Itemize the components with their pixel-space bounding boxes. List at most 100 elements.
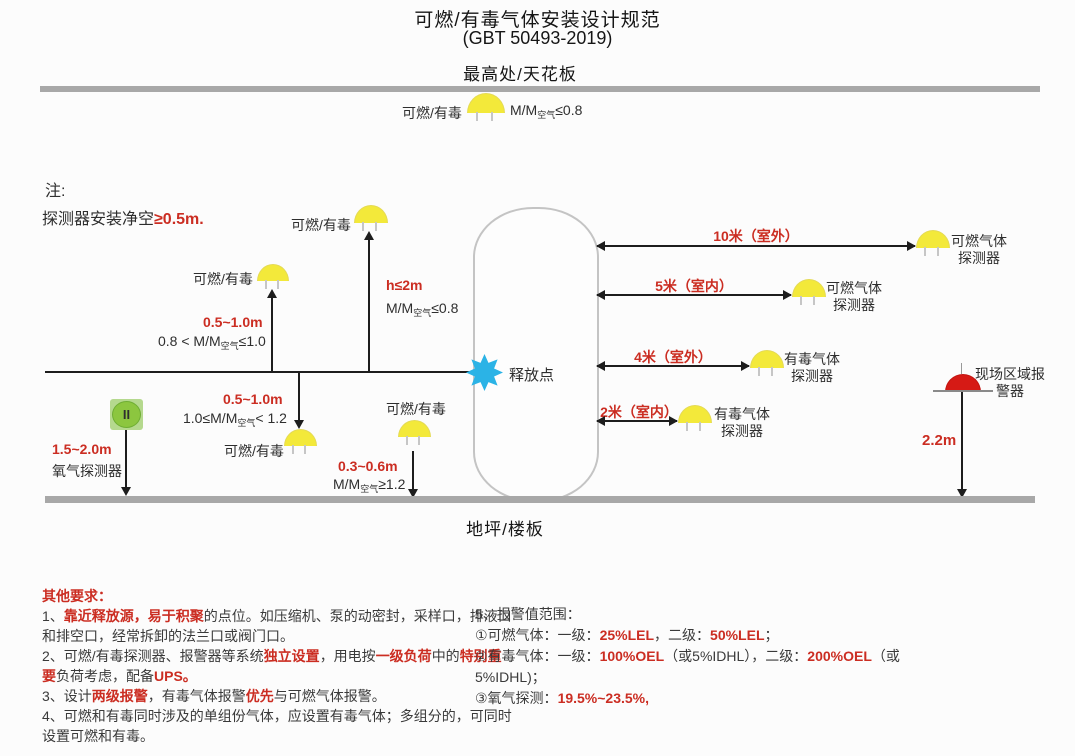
text-segment: 5、报警值范围：: [475, 606, 581, 622]
right-detector-5m-name: 可燃气体 探测器: [822, 280, 886, 314]
alarm-range-line: 5%IDHL)；: [475, 667, 895, 688]
alarm-range-line: 5、报警值范围：: [475, 604, 895, 625]
note-label: 注:: [45, 183, 66, 200]
alarm-base-line: [933, 390, 993, 392]
requirement-line: 1、靠近释放源，易于积聚的点位。如压缩机、泵的动密封，采样口，排液口: [42, 606, 512, 626]
alarm-antenna: [961, 363, 962, 374]
text-segment: 独立设置: [263, 648, 320, 664]
area-alarm-name: 现场区域报 警器: [972, 366, 1048, 400]
release-point-label: 释放点: [509, 367, 555, 384]
ground-bar: [45, 496, 1035, 503]
oxygen-detector-icon: II: [110, 399, 143, 430]
text-segment: 50%LEL: [710, 627, 765, 643]
right-detector-10m: [916, 230, 950, 257]
right-detector-2m-name: 有毒气体 探测器: [710, 406, 774, 440]
detector-name-line1: 可燃气体: [951, 233, 1007, 249]
text-segment: ，用电按: [319, 648, 376, 664]
detector-leg: [800, 296, 802, 305]
text-segment: 19.5%~23.5%,: [557, 690, 650, 706]
requirement-line: 3、设计两级报警，有毒气体报警优先与可燃气体报警。: [42, 686, 472, 706]
distance-5m-arrow: [596, 290, 792, 300]
pipe-line: [45, 371, 473, 373]
gas-detector-dome-icon: [792, 279, 826, 297]
text-segment: 100%OEL: [599, 648, 665, 664]
ceiling-bar: [40, 86, 1040, 92]
alarm-range-line: ③氧气探测：19.5%~23.5%,: [475, 688, 895, 709]
text-segment: UPS。: [154, 668, 197, 684]
formula-sub: 空气: [237, 418, 256, 428]
detector-leg: [771, 367, 773, 376]
mid-high-formula: M/M空气≤0.8: [386, 300, 458, 319]
upper-left-formula: 0.8 < M/M空气≤1.0: [158, 333, 266, 352]
text-segment: ③氧气探测：: [475, 690, 558, 706]
upper-left-distance: 0.5~1.0m: [203, 314, 263, 330]
detector-name-line2: 探测器: [791, 368, 833, 384]
below-pipe-formula: 1.0≤M/M空气< 1.2: [183, 410, 287, 429]
detector-name-line1: 有毒气体: [784, 351, 840, 367]
page-title: 可燃/有毒气体安装设计规范: [414, 10, 661, 31]
alarm-range-line: ①可燃气体：一级：25%LEL，二级：50%LEL；: [475, 625, 895, 646]
text-segment: 特别重: [459, 648, 502, 664]
text-segment: ②有毒气体：一级：: [475, 648, 600, 664]
below-pipe-distance: 0.5~1.0m: [223, 391, 283, 407]
mid-high-distance: h≤2m: [386, 277, 423, 293]
formula-sub: 空气: [537, 110, 556, 120]
detector-leg: [813, 296, 815, 305]
right-detector-2m: [678, 405, 712, 432]
detector-leg: [937, 247, 939, 256]
near-ground-distance: 0.3~0.6m: [338, 458, 398, 474]
note-text-red: ≥0.5m.: [154, 211, 204, 228]
ceiling-detector: [467, 93, 505, 121]
formula-pre: M/M: [510, 102, 538, 118]
detector-leg: [476, 112, 478, 121]
text-segment: 要: [42, 668, 56, 684]
alarm-height-arrow: [957, 392, 967, 498]
formula-post: ≤1.0: [238, 333, 266, 349]
right-detector-10m-name: 可燃气体 探测器: [945, 233, 1013, 267]
text-segment: 5%IDHL)；: [475, 669, 546, 685]
formula-post: ≤0.8: [431, 300, 459, 316]
text-segment: 中的: [431, 648, 460, 664]
below-pipe-arrow: [294, 373, 304, 429]
detector-name-line1: 有毒气体: [714, 406, 770, 422]
text-segment: 负荷考虑，配备: [56, 668, 154, 684]
near-ground-detector-label: 可燃/有毒: [386, 401, 446, 417]
right-detector-4m-name: 有毒气体 探测器: [780, 351, 844, 385]
formula-pre: M/M: [386, 300, 414, 316]
ground-label: 地坪/楼板: [466, 520, 544, 539]
right-detector-5m: [792, 279, 826, 306]
requirements-heading: 其他要求：: [42, 588, 112, 604]
text-segment: （或5%IDHL），二级：: [664, 648, 808, 664]
standard-code: (GBT 50493-2019): [462, 28, 613, 48]
detector-leg: [265, 280, 267, 289]
gas-detector-dome-icon: [678, 405, 712, 423]
formula-post: ≤0.8: [555, 102, 583, 118]
near-ground-detector: [398, 420, 431, 447]
text-segment: 和排空口，经常拆卸的法兰口或阀门口。: [42, 628, 294, 644]
detector-leg: [686, 422, 688, 431]
distance-4m-arrow: [596, 361, 750, 371]
distance-2m-arrow: [596, 416, 678, 426]
text-segment: 2、可燃/有毒探测器、报警器等系统: [42, 648, 264, 664]
detector-leg: [406, 436, 408, 445]
formula-sub: 空气: [220, 341, 239, 351]
distance-10m-label: 10米（室外）: [713, 228, 799, 244]
gas-detector-dome-icon: [284, 429, 317, 446]
right-detector-4m: [750, 350, 784, 377]
oxygen-label: 氧气探测器: [52, 463, 122, 479]
requirements-left-column: 其他要求： 1、靠近释放源，易于积聚的点位。如压缩机、泵的动密封，采样口，排液口…: [42, 586, 512, 746]
gas-detector-dome-icon: [354, 205, 388, 223]
text-segment: 25%LEL: [599, 627, 655, 643]
text-segment: ，二级：: [654, 627, 711, 643]
detector-leg: [277, 280, 279, 289]
text-segment: 优先: [245, 688, 274, 704]
alarm-name-line2: 警器: [996, 383, 1024, 399]
oxygen-detector-symbol: II: [112, 401, 141, 428]
detector-leg: [418, 436, 420, 445]
requirement-line: 4、可燃和有毒同时涉及的单组份气体，应设置有毒气体；多组分的，可同时: [42, 706, 512, 726]
formula-pre: 1.0≤M/M: [183, 410, 238, 426]
note-text-black: 探测器安装净空: [42, 211, 155, 228]
text-segment: 设置可燃和有毒。: [42, 728, 154, 744]
note-text: 探测器安装净空≥0.5m.: [42, 205, 204, 229]
distance-5m-label: 5米（室内）: [655, 278, 733, 294]
